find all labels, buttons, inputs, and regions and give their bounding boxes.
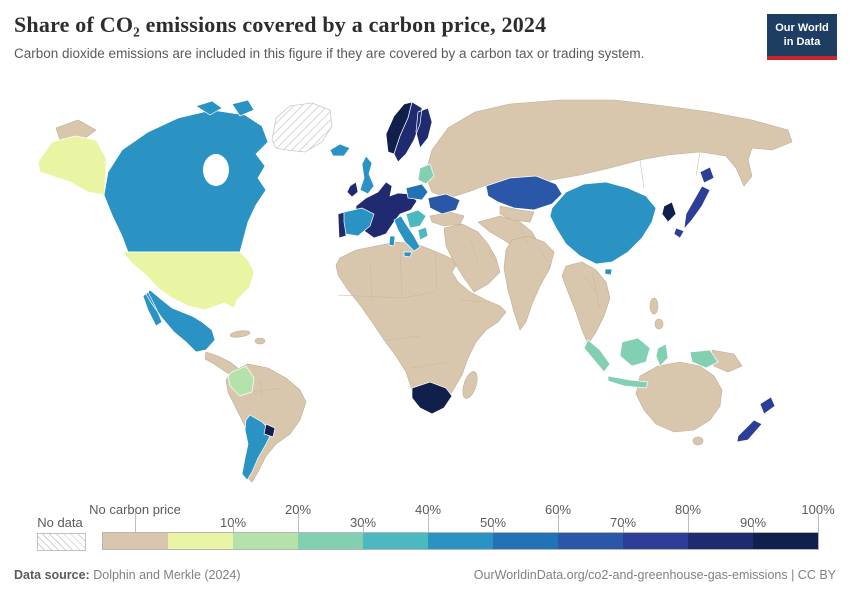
legend-swatch-70-80[interactable] [623,533,688,549]
country-new-zealand[interactable] [736,396,776,443]
country-ireland[interactable] [346,181,359,198]
country-spain[interactable] [343,207,375,237]
country-greenland[interactable] [271,102,333,153]
country-indonesia[interactable] [583,337,719,389]
world-map [37,99,793,483]
country-middle-east[interactable] [443,223,501,293]
country-united-states[interactable] [121,251,255,311]
legend-tick-line [233,524,234,533]
owid-logo-line1: Our World [775,22,829,34]
owid-logo-line2: in Data [783,36,821,49]
country-turkey[interactable] [429,211,465,227]
legend-tick-100: 100% [801,502,835,517]
country-philippines-luzon[interactable] [649,297,659,315]
owid-logo[interactable]: Our World in Data [767,14,837,60]
legend-color-bar [102,532,819,550]
legend-tick-line [428,512,429,533]
legend-swatch-0-10[interactable] [168,533,233,549]
legend-swatch-80-90[interactable] [688,533,753,549]
legend-tick-10: 10% [219,515,247,530]
country-canada-arctic-islands[interactable] [195,99,255,117]
legend-tick-line [558,512,559,533]
country-australia[interactable] [635,361,723,433]
legend-swatch-30-40[interactable] [363,533,428,549]
legend-tick-line [493,524,494,533]
legend-swatch-50-60[interactable] [493,533,558,549]
hudson-bay [203,154,229,186]
legend-swatch-60-70[interactable] [558,533,623,549]
legend-tick-20: 20% [284,502,312,517]
country-canada[interactable] [103,109,269,253]
country-hispaniola[interactable] [254,337,266,345]
country-alaska[interactable] [37,135,107,196]
chart-header: Share of CO₂ emissions covered by a carb… [14,12,750,61]
country-japan[interactable] [673,166,715,239]
country-madagascar[interactable] [460,370,480,400]
legend-tick-line [753,524,754,533]
legend-tick-70: 70% [609,515,637,530]
legend-swatch-no-carbon-price[interactable] [103,533,168,549]
legend-tick-line [818,512,819,533]
country-russia-chukotka[interactable] [55,119,97,143]
legend-swatch-40-50[interactable] [428,533,493,549]
country-uruguay[interactable] [263,423,276,438]
legend-tick-40: 40% [414,502,442,517]
chart-footer: Data source: Dolphin and Merkle (2024) O… [0,568,850,582]
country-western-europe[interactable] [355,181,418,239]
country-south-korea[interactable] [661,201,677,223]
country-italy[interactable] [388,215,421,258]
country-se-asia[interactable] [561,261,611,345]
data-source-label: Data source: [14,568,90,582]
country-africa[interactable] [335,241,507,413]
country-greece[interactable] [417,226,429,241]
country-baltics[interactable] [417,163,435,185]
legend-no-data-swatch[interactable] [37,533,86,551]
country-sweden-finland[interactable] [393,101,433,163]
country-china[interactable] [549,181,657,276]
legend-no-price-label: No carbon price [89,502,181,517]
owid-link[interactable]: OurWorldinData.org/co2-and-greenhouse-ga… [473,568,836,582]
country-borders [245,151,701,429]
country-stans[interactable] [499,205,535,223]
country-cuba[interactable] [229,330,251,339]
legend-tick-line [688,512,689,533]
legend-tick-line [298,512,299,533]
country-philippines-mindanao[interactable] [654,318,664,330]
country-ukraine-romania[interactable] [427,193,461,215]
country-mexico[interactable] [142,289,216,353]
country-india[interactable] [503,235,555,331]
legend-swatch-10-20[interactable] [233,533,298,549]
country-poland[interactable] [405,183,429,201]
page-title: Share of CO₂ emissions covered by a carb… [14,12,547,37]
data-source: Data source: Dolphin and Merkle (2024) [14,568,241,582]
legend-tick-line [135,512,136,533]
country-kazakhstan[interactable] [485,175,563,211]
legend-swatch-20-30[interactable] [298,533,363,549]
legend-tick-60: 60% [544,502,572,517]
legend-tick-80: 80% [674,502,702,517]
legend-tick-line [623,524,624,533]
legend-tick-line [363,524,364,533]
legend-no-data-label: No data [37,515,83,530]
country-united-kingdom[interactable] [359,155,375,195]
country-iceland[interactable] [329,143,351,157]
legend-swatch-90-100[interactable] [753,533,818,549]
legend-tick-90: 90% [739,515,767,530]
legend-tick-30: 30% [349,515,377,530]
country-tasmania[interactable] [692,436,704,446]
map-legend: No data No carbon price 10% 20% 30% 40% … [0,498,850,554]
data-source-value: Dolphin and Merkle (2024) [93,568,241,582]
legend-tick-50: 50% [479,515,507,530]
country-balkans[interactable] [405,209,427,229]
country-colombia[interactable] [227,365,255,397]
country-south-africa[interactable] [411,381,453,415]
page-subtitle: Carbon dioxide emissions are included in… [14,46,645,61]
